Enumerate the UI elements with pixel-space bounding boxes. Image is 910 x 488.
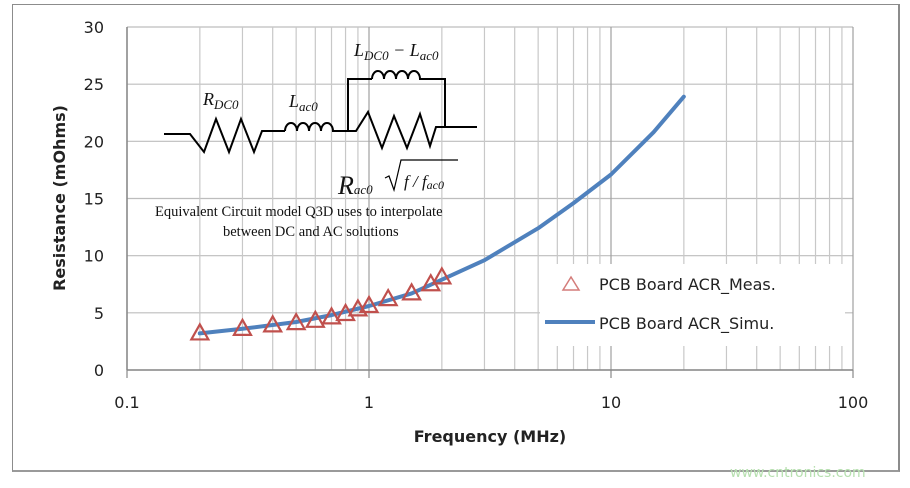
inductor-lac0 [284,122,348,132]
y-tick-label: 15 [84,190,104,209]
simulation-line [197,94,686,336]
measurement-point [262,314,284,333]
ticks: 0 5 10 15 20 25 30 0.1 1 10 100 [84,18,869,412]
y-tick-label: 25 [84,75,104,94]
measurement-point [358,294,380,314]
measurement-point [232,317,253,336]
measurement-point [335,302,356,322]
y-axis-label: Resistance (mOhms) [50,105,69,291]
caption-line1: Equivalent Circuit model Q3D uses to int… [155,204,443,220]
svg-text:LDC0 − Lac0: LDC0 − Lac0 [353,40,439,63]
measurement-point [401,282,423,301]
measurement-point [377,287,399,307]
svg-text:Lac0: Lac0 [288,91,318,114]
svg-text:RDC0: RDC0 [202,89,239,112]
caption-line2: between DC and AC solutions [223,224,399,240]
measurement-point [189,322,211,341]
y-tick-label: 30 [84,18,104,37]
watermark: www.cntronics.com [730,465,866,481]
measurement-point [321,306,342,325]
legend-triangle-marker [561,275,581,291]
measurement-point [431,266,453,285]
x-tick-label: 0.1 [114,393,139,412]
resistor-rac0 [348,109,477,151]
legend-label-simu: PCB Board ACR_Simu. [599,314,774,334]
parallel-branch [347,78,372,131]
x-tick-label: 100 [838,393,869,412]
equivalent-circuit-diagram: RDC0 Lac0 LDC0 − Lac0 Rac0 f / fac0 Equi… [155,40,477,240]
chart-frame [12,4,900,472]
svg-text:f / fac0: f / fac0 [404,172,444,192]
y-tick-label: 20 [84,132,104,151]
measurement-point [304,309,326,328]
grid [126,26,854,371]
legend: PCB Board ACR_Meas. PCB Board ACR_Simu. [540,264,845,346]
series [189,94,686,341]
y-tick-label: 5 [94,304,104,323]
svg-text:Rac0: Rac0 [337,171,373,200]
resistor-rdc0 [164,116,285,155]
legend-label-meas: PCB Board ACR_Meas. [599,275,776,295]
measurement-point [285,311,307,331]
y-tick-label: 0 [94,361,104,380]
x-tick-label: 10 [601,393,621,412]
y-tick-label: 10 [84,247,104,266]
inductor-ldiff [371,70,446,127]
x-tick-label: 1 [364,393,374,412]
x-axis-label: Frequency (MHz) [414,427,566,446]
